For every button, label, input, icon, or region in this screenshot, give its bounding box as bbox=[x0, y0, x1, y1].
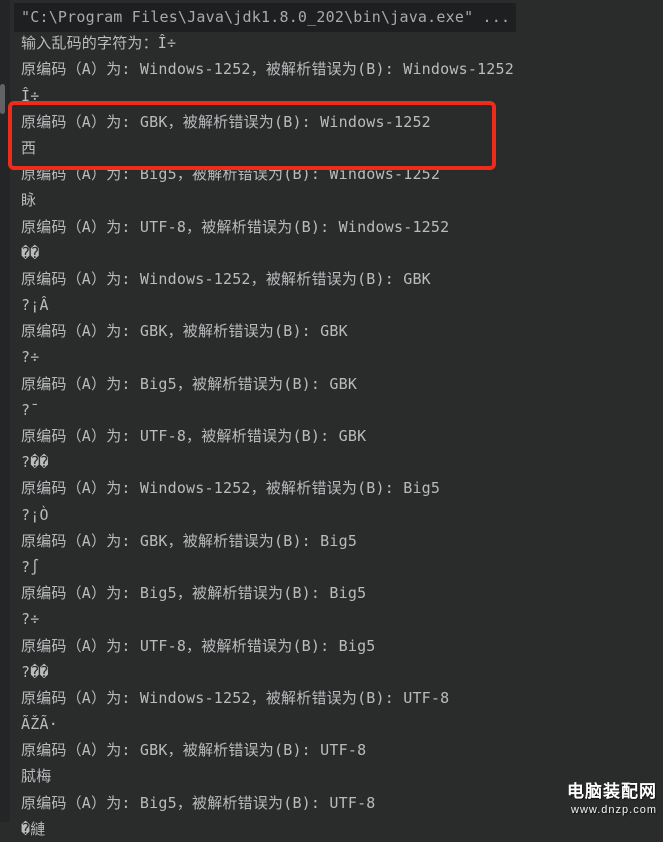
console-line-text: 原编码（A）为: GBK，被解析错误为(B): GBK bbox=[21, 322, 348, 341]
console-line: ?∫ bbox=[0, 554, 663, 580]
command-line-text: "C:\Program Files\Java\jdk1.8.0_202\bin\… bbox=[14, 3, 517, 32]
console-line-text: ?÷ bbox=[21, 610, 40, 629]
console-line-text: 原编码（A）为: Windows-1252，被解析错误为(B): UTF-8 bbox=[21, 688, 450, 707]
console-line-text: ?∫ bbox=[21, 557, 40, 576]
console-line: 输入乱码的字符为：Î÷ bbox=[0, 30, 663, 56]
console-line: ?¡Ò bbox=[0, 502, 663, 528]
console-line-text: ÃŽÃ· bbox=[21, 715, 58, 734]
console-line: ?¡Â bbox=[0, 292, 663, 318]
console-line-text: Î÷ bbox=[21, 86, 40, 105]
console-line-text: ?�� bbox=[21, 662, 49, 681]
console-line: 原编码（A）为: Windows-1252，被解析错误为(B): UTF-8 bbox=[0, 685, 663, 711]
console-line-text: ?÷ bbox=[21, 348, 40, 367]
console-line-text: 眿 bbox=[21, 191, 37, 210]
console-line-text: 原编码（A）为: UTF-8，被解析错误为(B): Big5 bbox=[21, 636, 376, 655]
console-line-text: 原编码（A）为: UTF-8，被解析错误为(B): Windows-1252 bbox=[21, 217, 450, 236]
console-line: 原编码（A）为: Windows-1252，被解析错误为(B): Windows… bbox=[0, 56, 663, 82]
console-line: 原编码（A）为: Windows-1252，被解析错误为(B): Big5 bbox=[0, 475, 663, 501]
console-line-text: ?¯ bbox=[21, 400, 40, 419]
console-line: ?÷ bbox=[0, 344, 663, 370]
console-line: Î÷ bbox=[0, 83, 663, 109]
console-line: 原编码（A）为: UTF-8，被解析错误为(B): Big5 bbox=[0, 633, 663, 659]
console-gutter bbox=[0, 0, 10, 822]
console-line-text: 原编码（A）为: GBK，被解析错误为(B): Windows-1252 bbox=[21, 112, 431, 131]
console-line: ?÷ bbox=[0, 606, 663, 632]
console-output: "C:\Program Files\Java\jdk1.8.0_202\bin\… bbox=[0, 3, 663, 838]
console-line-text: 原编码（A）为: Windows-1252，被解析错误为(B): Windows… bbox=[21, 60, 514, 79]
watermark-url: www.dnzp.com bbox=[571, 804, 657, 816]
console-line: 原编码（A）为: Big5，被解析错误为(B): Big5 bbox=[0, 580, 663, 606]
watermark: 电脑装配网 www.dnzp.com bbox=[567, 777, 657, 816]
console-line: ÃŽÃ· bbox=[0, 711, 663, 737]
console-line-text: ?¡Â bbox=[21, 296, 49, 315]
console-line-text: 输入乱码的字符为：Î÷ bbox=[21, 34, 177, 53]
console-line: 原编码（A）为: Windows-1252，被解析错误为(B): GBK bbox=[0, 266, 663, 292]
console-line: 眿 bbox=[0, 187, 663, 213]
console-line-text: �� bbox=[21, 243, 40, 262]
console-line-text: 原编码（A）为: Big5，被解析错误为(B): UTF-8 bbox=[21, 793, 376, 812]
console-line-text: 原编码（A）为: GBK，被解析错误为(B): UTF-8 bbox=[21, 741, 367, 760]
console-line: 脦梅 bbox=[0, 763, 663, 789]
console-line: ?�� bbox=[0, 659, 663, 685]
console-line: 原编码（A）为: GBK，被解析错误为(B): Windows-1252 bbox=[0, 109, 663, 135]
console-line: 西 bbox=[0, 135, 663, 161]
console-line-text: 西 bbox=[21, 138, 37, 157]
scrollbar-thumb[interactable] bbox=[0, 84, 5, 114]
console-line: 原编码（A）为: Big5，被解析错误为(B): Windows-1252 bbox=[0, 161, 663, 187]
console-line-text: 原编码（A）为: UTF-8，被解析错误为(B): GBK bbox=[21, 427, 367, 445]
console-line: �� bbox=[0, 240, 663, 266]
console-line: 原编码（A）为: UTF-8，被解析错误为(B): GBK bbox=[0, 423, 663, 449]
console-line: 原编码（A）为: Big5，被解析错误为(B): UTF-8 bbox=[0, 790, 663, 816]
console-line-text: 原编码（A）为: Big5，被解析错误为(B): Big5 bbox=[21, 584, 367, 603]
console-line: 原编码（A）为: GBK，被解析错误为(B): GBK bbox=[0, 318, 663, 344]
console-line-text: ?¡Ò bbox=[21, 505, 49, 524]
watermark-title: 电脑装配网 bbox=[567, 782, 657, 801]
console-line: 原编码（A）为: Big5，被解析错误为(B): GBK bbox=[0, 371, 663, 397]
console-line-text: 原编码（A）为: Windows-1252，被解析错误为(B): Big5 bbox=[21, 479, 441, 498]
console-line: 原编码（A）为: GBK，被解析错误为(B): UTF-8 bbox=[0, 737, 663, 763]
console-line-text: 脦梅 bbox=[21, 767, 52, 786]
console-line-text: 原编码（A）为: Big5，被解析错误为(B): GBK bbox=[21, 374, 358, 393]
console-line-text: 原编码（A）为: Windows-1252，被解析错误为(B): GBK bbox=[21, 269, 431, 288]
console-line: ?�� bbox=[0, 449, 663, 475]
console-line-text: �縺 bbox=[21, 819, 46, 838]
console-line: ?¯ bbox=[0, 397, 663, 423]
console-line: �縺 bbox=[0, 816, 663, 842]
console-line-text: 原编码（A）为: Big5，被解析错误为(B): Windows-1252 bbox=[21, 165, 441, 184]
console-line-text: 原编码（A）为: GBK，被解析错误为(B): Big5 bbox=[21, 531, 358, 550]
console-line: "C:\Program Files\Java\jdk1.8.0_202\bin\… bbox=[0, 3, 663, 32]
console-line-text: ?�� bbox=[21, 453, 49, 472]
console-line: 原编码（A）为: UTF-8，被解析错误为(B): Windows-1252 bbox=[0, 214, 663, 240]
console-line: 原编码（A）为: GBK，被解析错误为(B): Big5 bbox=[0, 528, 663, 554]
